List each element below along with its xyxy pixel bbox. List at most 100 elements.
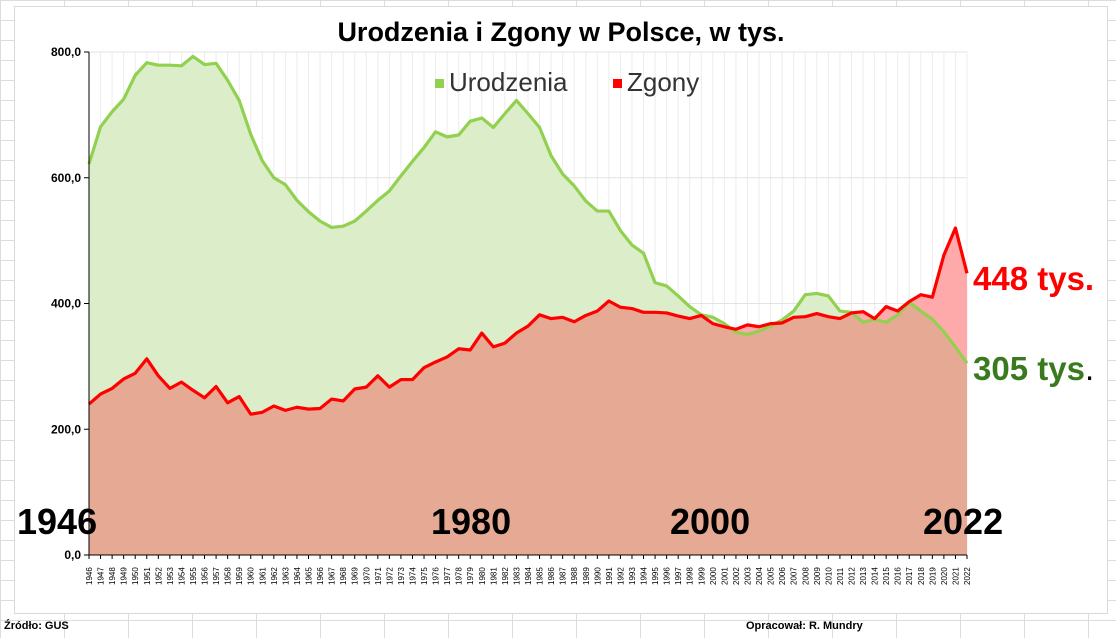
area-zgony-overlap (89, 300, 967, 555)
x-tick-label: 1991 (605, 567, 614, 585)
x-tick-label: 1980 (478, 567, 487, 585)
x-tick-label: 1960 (247, 567, 256, 585)
x-tick-label: 2021 (951, 567, 960, 585)
annotation-zgony-end: 448 tys. (973, 260, 1094, 297)
x-tick-label: 1977 (443, 567, 452, 585)
x-tick-label: 1950 (131, 567, 140, 585)
legend-label-zgony: Zgony (627, 67, 699, 97)
x-tick-label: 1992 (616, 567, 625, 585)
y-tick-label: 800,0 (51, 45, 81, 59)
x-tick-label: 1999 (697, 567, 706, 585)
x-tick-label: 1979 (466, 567, 475, 585)
x-tick-label: 1948 (108, 567, 117, 585)
x-tick-label: 1946 (85, 567, 94, 585)
legend: Urodzenia Zgony (435, 67, 699, 97)
x-tick-label: 1963 (281, 567, 290, 585)
x-tick-label: 1988 (570, 567, 579, 585)
x-tick-label: 2009 (813, 567, 822, 585)
x-tick-label: 1965 (305, 567, 314, 585)
x-tick-label: 1961 (258, 567, 267, 585)
x-tick-label: 1996 (663, 567, 672, 585)
x-tick-label: 1982 (501, 567, 510, 585)
x-tick-label: 1968 (339, 567, 348, 585)
x-tick-label: 2020 (940, 567, 949, 585)
year-label-1946: 1946 (17, 501, 97, 542)
x-tick-label: 1978 (455, 567, 464, 585)
x-tick-label: 2017 (905, 567, 914, 585)
x-tick-label: 1998 (686, 567, 695, 585)
x-tick-label: 2008 (801, 567, 810, 585)
x-tick-label: 1955 (189, 567, 198, 585)
legend-marker-zgony (613, 79, 622, 88)
x-tick-label: 1981 (489, 567, 498, 585)
annotation-urodzenia-end-dot: . (1085, 350, 1094, 387)
x-tick-label: 1962 (270, 567, 279, 585)
x-tick-label: 2010 (824, 567, 833, 585)
x-tick-label: 1974 (408, 567, 417, 585)
x-tick-label: 2000 (709, 567, 718, 585)
x-tick-label: 1966 (316, 567, 325, 585)
x-tick-label: 1989 (582, 567, 591, 585)
x-tick-label: 1969 (351, 567, 360, 585)
x-tick-label: 1956 (201, 567, 210, 585)
x-tick-label: 2019 (928, 567, 937, 585)
source-note: Źródło: GUS (4, 620, 69, 632)
x-tick-label: 2018 (917, 567, 926, 585)
x-tick-label: 1947 (97, 567, 106, 585)
x-tick-label: 1986 (547, 567, 556, 585)
x-tick-label: 2011 (836, 567, 845, 585)
x-tick-label: 1958 (224, 567, 233, 585)
x-tick-label: 2013 (859, 567, 868, 585)
x-tick-label: 1993 (628, 567, 637, 585)
x-tick-label: 2012 (847, 567, 856, 585)
legend-marker-urodzenia (435, 79, 444, 88)
x-tick-label: 1973 (397, 567, 406, 585)
x-tick-label: 2005 (767, 567, 776, 585)
author-note: Opracował: R. Mundry (746, 620, 863, 632)
y-tick-label: 600,0 (51, 171, 81, 185)
x-tick-label: 1995 (651, 567, 660, 585)
x-tick-label: 2002 (732, 567, 741, 585)
x-tick-label: 2003 (744, 567, 753, 585)
x-tick-label: 2004 (755, 567, 764, 585)
x-tick-label: 2001 (720, 567, 729, 585)
y-tick-label: 400,0 (51, 297, 81, 311)
x-tick-label: 2022 (963, 567, 972, 585)
x-tick-label: 1972 (385, 567, 394, 585)
x-tick-label: 1967 (328, 567, 337, 585)
x-tick-label: 1985 (536, 567, 545, 585)
x-tick-label: 1970 (362, 567, 371, 585)
x-tick-label: 1959 (235, 567, 244, 585)
year-label-2022: 2022 (923, 501, 1003, 542)
x-tick-label: 1994 (640, 567, 649, 585)
x-tick-label: 1987 (559, 567, 568, 585)
year-label-2000: 2000 (670, 501, 750, 542)
x-tick-label: 1984 (524, 567, 533, 585)
x-tick-label: 1997 (674, 567, 683, 585)
y-tick-label: 0,0 (64, 548, 81, 562)
x-tick-label: 2014 (871, 567, 880, 585)
annotation-urodzenia-end: 305 tys. (973, 350, 1094, 387)
year-label-1980: 1980 (431, 501, 511, 542)
x-tick-label: 1952 (154, 567, 163, 585)
x-tick-label: 2015 (882, 567, 891, 585)
data-points (88, 56, 968, 415)
x-tick-label: 1951 (143, 567, 152, 585)
x-tick-label: 1983 (512, 567, 521, 585)
y-tick-label: 200,0 (51, 422, 81, 436)
x-tick-label: 1953 (166, 567, 175, 585)
chart-title: Urodzenia i Zgony w Polsce, w tys. (337, 17, 784, 47)
x-tick-label: 1990 (593, 567, 602, 585)
x-tick-label: 1971 (374, 567, 383, 585)
x-tick-label: 1957 (212, 567, 221, 585)
x-tick-label: 1975 (420, 567, 429, 585)
legend-label-urodzenia: Urodzenia (449, 67, 568, 97)
x-tick-label: 1976 (432, 567, 441, 585)
x-tick-label: 2006 (778, 567, 787, 585)
chart-area: 0,0 200,0 400,0 600,0 800,0 1946 1947 1948 1949 1… (14, 6, 1108, 614)
x-tick-label: 2007 (790, 567, 799, 585)
x-tick-label: 1949 (120, 567, 129, 585)
x-tick-label: 2016 (894, 567, 903, 585)
x-tick-label: 1954 (177, 567, 186, 585)
